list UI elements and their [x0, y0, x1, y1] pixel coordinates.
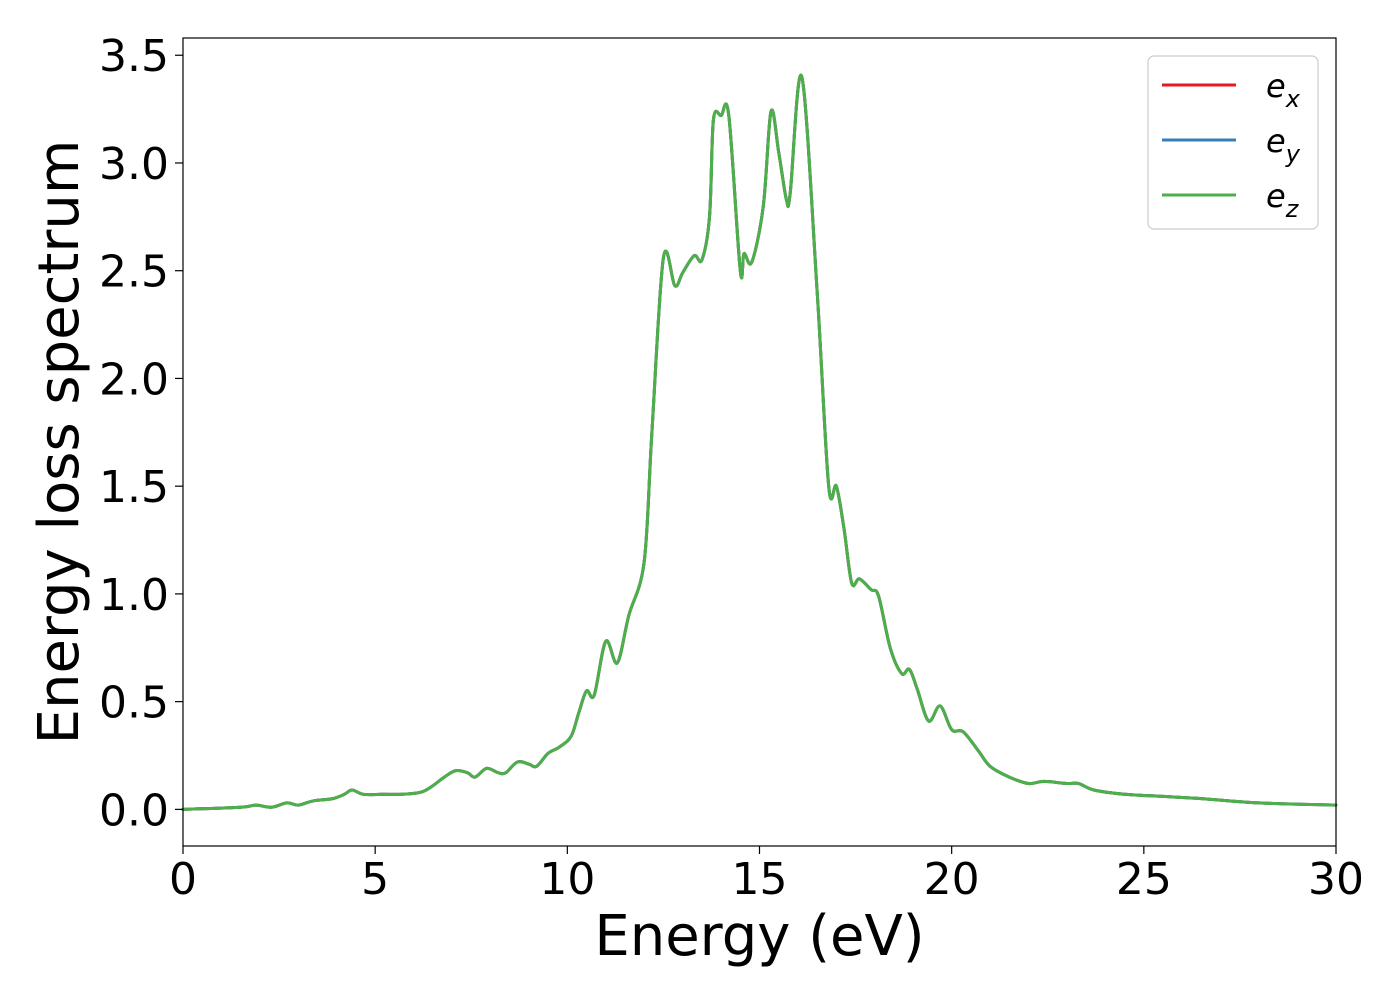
y-tick-label: 2.0: [99, 354, 169, 405]
series-line-e-z: [181, 73, 1338, 811]
y-tick-label: 3.5: [99, 31, 169, 82]
x-tick-label: 30: [1308, 854, 1364, 905]
y-tick-label: 3.0: [99, 139, 169, 190]
y-tick-label: 0.0: [99, 785, 169, 836]
x-axis-label: Energy (eV): [594, 904, 924, 969]
x-axis: 0 5 10 15 20 25 30: [169, 846, 1364, 905]
legend: ex ey ez: [1147, 55, 1319, 230]
x-tick-label: 5: [361, 854, 389, 905]
y-tick-label: 2.5: [99, 247, 169, 298]
legend-box: [1147, 55, 1319, 230]
x-tick-label: 0: [169, 854, 197, 905]
legend-label: ey: [1266, 122, 1301, 168]
x-tick-label: 10: [539, 854, 595, 905]
series-layer: [181, 73, 1338, 811]
y-tick-label: 0.5: [99, 678, 169, 729]
y-axis: 0.0 0.5 1.0 1.5 2.0 2.5 3.0 3.5: [99, 31, 183, 836]
legend-label: ex: [1266, 67, 1301, 113]
legend-label: ez: [1266, 177, 1300, 223]
x-tick-label: 25: [1116, 854, 1172, 905]
y-axis-label: Energy loss spectrum: [27, 140, 92, 745]
x-tick-label: 20: [924, 854, 980, 905]
y-tick-label: 1.5: [99, 462, 169, 513]
x-tick-label: 15: [732, 854, 788, 905]
y-tick-label: 1.0: [99, 570, 169, 621]
